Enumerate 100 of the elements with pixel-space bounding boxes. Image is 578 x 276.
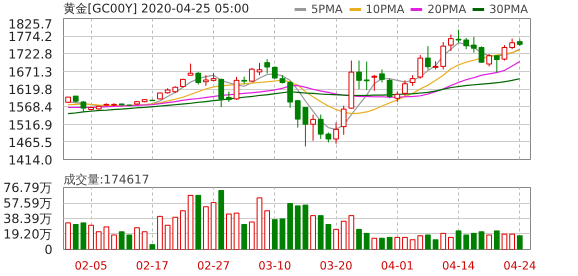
y-tick-label: 76.79万 (3, 180, 52, 195)
bar (294, 205, 301, 250)
y-tick-label: 1671.3 (8, 64, 53, 80)
x-tick-label: 04-14 (442, 258, 475, 272)
bar (494, 230, 500, 250)
candlestick (310, 114, 316, 142)
bar (470, 232, 477, 250)
bar (88, 224, 94, 250)
bar (364, 232, 370, 250)
bar (326, 224, 332, 250)
y-tick-label: 1774.2 (8, 29, 53, 44)
y-tick-label: 1465.5 (8, 134, 53, 150)
candlestick (402, 80, 408, 96)
bar (356, 228, 362, 250)
candlestick (80, 100, 86, 112)
legend-label: 10PMA (366, 2, 404, 16)
bar (226, 213, 232, 250)
candlestick (326, 132, 332, 143)
legend-label: 30PMA (489, 2, 528, 16)
candlestick (294, 100, 301, 128)
bar (509, 234, 515, 250)
bar (386, 236, 393, 250)
candlestick (287, 80, 293, 108)
bar (241, 224, 248, 250)
y-tick-label: 57.59万 (3, 196, 52, 210)
candlestick (425, 46, 431, 70)
candlestick (218, 78, 224, 108)
candlestick (333, 122, 339, 144)
y-tick-label: 1825.7 (8, 16, 53, 32)
bar (264, 210, 270, 250)
y-tick-label: 1722.8 (8, 46, 53, 62)
candlestick (494, 55, 500, 73)
bar (448, 236, 454, 250)
candlestick (272, 66, 278, 80)
bar (195, 194, 202, 250)
bar (118, 231, 125, 250)
bar (516, 235, 523, 250)
line-series (67, 78, 520, 114)
bar (333, 228, 339, 250)
bar (348, 215, 354, 250)
chart-title: 成交量:174617 (64, 172, 150, 186)
candlestick (410, 74, 416, 86)
bar (96, 231, 102, 250)
bar (234, 212, 240, 250)
candlestick (379, 68, 385, 83)
candlestick (417, 54, 424, 80)
bar (379, 238, 385, 250)
candlestick (256, 62, 262, 76)
bar (218, 190, 224, 250)
candlestick (234, 76, 240, 100)
candlestick (478, 46, 484, 64)
bar (371, 238, 378, 250)
y-tick-label: 1619.8 (8, 82, 53, 98)
candlestick (463, 37, 470, 50)
candlestick (364, 61, 370, 90)
x-tick-label: 03-10 (258, 258, 292, 272)
bar (310, 215, 316, 250)
candlestick (456, 29, 462, 44)
bar (478, 231, 484, 250)
y-tick-label: 19.20万 (3, 226, 52, 242)
candlestick (195, 72, 202, 85)
bar (111, 234, 117, 250)
candlestick (394, 91, 400, 102)
bar (463, 234, 470, 250)
candlestick (340, 105, 347, 136)
chart-title: 黄金[GC00Y] 2020-04-25 05:00 (64, 2, 250, 16)
bar (486, 234, 492, 250)
bar (272, 219, 278, 250)
x-tick-label: 04-01 (380, 258, 414, 272)
bar (456, 230, 462, 250)
x-tick-label: 02-17 (136, 258, 169, 272)
candlestick (318, 114, 324, 140)
x-tick-label: 03-20 (320, 258, 353, 272)
x-tick-label: 02-05 (74, 258, 108, 272)
bar (394, 236, 400, 250)
bar (302, 204, 308, 250)
y-tick-label: 0 (44, 242, 53, 257)
bar (248, 222, 255, 250)
bar (440, 232, 446, 250)
legend-label: 5PMA (311, 2, 343, 16)
y-tick-label: 1414.0 (8, 152, 53, 168)
candlestick (226, 91, 232, 102)
bar (80, 222, 86, 250)
bar (256, 197, 262, 250)
candlestick (386, 78, 393, 99)
x-tick-label: 02-27 (197, 258, 230, 272)
line-series (67, 60, 520, 108)
candlestick (356, 60, 362, 90)
x-tick-label: 04-24 (503, 258, 536, 272)
bar (134, 227, 140, 250)
candlestick (470, 36, 477, 54)
bar (502, 234, 508, 250)
bar (72, 224, 79, 250)
candlestick (248, 68, 255, 82)
candlestick (440, 42, 446, 70)
candlestick (502, 44, 508, 62)
candlestick (264, 58, 270, 74)
bar (65, 222, 71, 250)
bar (340, 220, 347, 250)
y-tick-label: 1516.9 (8, 117, 53, 132)
